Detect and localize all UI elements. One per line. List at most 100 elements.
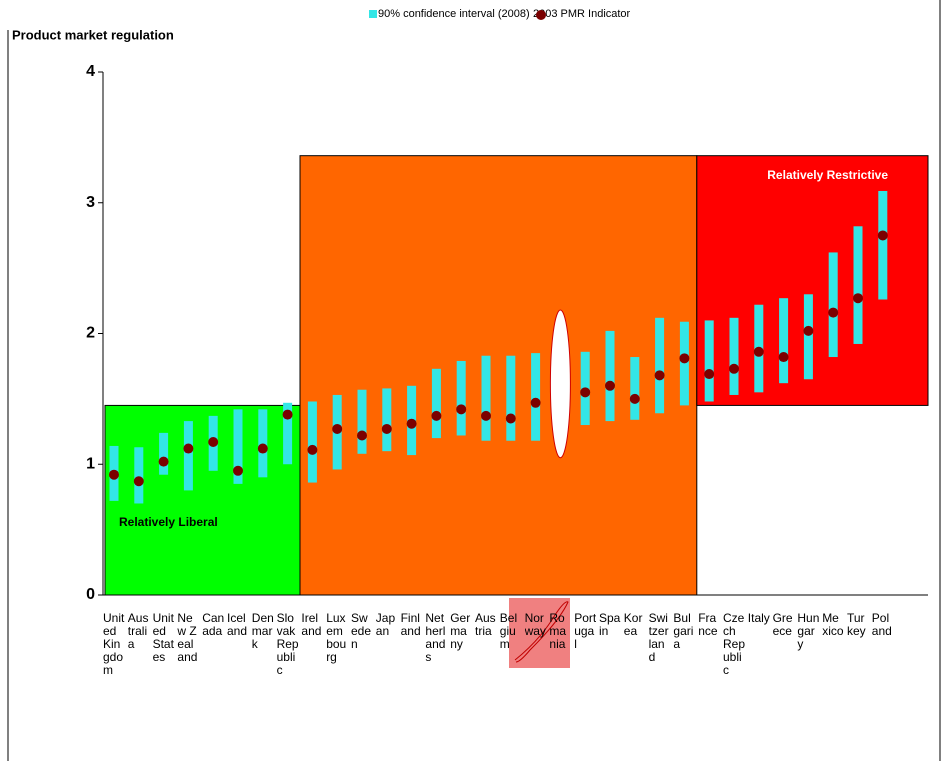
highlight-ellipse (549, 309, 571, 459)
y-tick-label: 4 (86, 63, 95, 80)
x-tick-label: Belgium (499, 612, 518, 651)
confidence-bar (605, 330, 615, 422)
x-tick-label: Luxembourg (326, 612, 347, 664)
pmr-dot (233, 465, 243, 476)
pmr-dot (456, 404, 467, 415)
x-tick-label: Germany (450, 612, 471, 651)
x-tick-label: Canada (202, 612, 225, 638)
pmr-dot (629, 393, 640, 404)
x-tick-label: Sweden (351, 612, 372, 651)
pmr-dot (877, 230, 888, 241)
x-tick-label: Bulgaria (673, 612, 694, 651)
pmr-dot (431, 410, 442, 421)
x-tick-label: Hungary (797, 612, 820, 651)
confidence-bar (456, 360, 466, 436)
x-tick-label: Poland (871, 612, 892, 638)
x-tick-label: Czech Republic (723, 612, 745, 677)
confidence-bar (258, 409, 268, 478)
pmr-dot (778, 352, 789, 363)
regions: Relatively Liberal Relatively Restrictive (104, 155, 929, 596)
x-tick-label: Denmark (251, 612, 274, 651)
x-tick-label: Turkey (847, 612, 866, 638)
confidence-bar (630, 357, 640, 420)
x-tick-label: Romania (549, 612, 567, 651)
confidence-bar (431, 368, 441, 439)
pmr-dot (158, 456, 169, 467)
pmr-dot (109, 469, 119, 480)
confidence-bar (134, 447, 144, 504)
pmr-dot (257, 443, 268, 454)
confidence-bar (679, 321, 689, 406)
x-tick-label: France (698, 612, 718, 638)
confidence-bar (283, 402, 293, 465)
pmr-dot (183, 443, 194, 454)
legend-label: 2003 PMR Indicator (533, 8, 631, 20)
pmr-dot (406, 418, 417, 429)
y-tick-label: 3 (86, 194, 95, 211)
region-label: Relatively Restrictive (767, 168, 888, 182)
confidence-bar (307, 401, 317, 483)
pmr-dot (704, 369, 715, 380)
x-tick-label: United Kingdom (103, 612, 125, 677)
pmr-dot (282, 409, 293, 420)
pmr-dot (332, 423, 343, 434)
pmr-dot (307, 444, 318, 455)
scribble (514, 601, 569, 663)
confidence-bar (357, 389, 367, 454)
pmr-dot (357, 430, 367, 441)
x-tick-label: New Zealand (177, 612, 198, 664)
confidence-bar (233, 409, 243, 484)
pmr-dot (853, 293, 863, 304)
x-tick-label: Ireland (301, 612, 322, 638)
pmr-dot (530, 397, 541, 408)
x-tick-label: Australia (127, 612, 149, 651)
confidence-bar (655, 317, 665, 414)
region-label: Relatively Liberal (119, 515, 218, 529)
x-tick-label: Mexico (822, 612, 844, 638)
legend-swatch (536, 10, 546, 20)
y-tick-label: 2 (86, 325, 95, 342)
pmr-dot (803, 325, 814, 336)
pmr-dot (729, 363, 739, 374)
x-tick-label: Norway (524, 612, 546, 638)
x-tick-label: Korea (623, 612, 643, 638)
y-axis-title: Product market regulation (12, 27, 174, 42)
x-tick-label: Slovak Republic (276, 612, 299, 677)
pmr-dot (133, 476, 144, 487)
pmr-dot (208, 437, 219, 448)
x-tick-label: Italy (747, 612, 770, 625)
x-tick-label: Finland (400, 612, 421, 638)
y-tick-label: 0 (86, 586, 95, 603)
x-tick-label: Austria (475, 612, 496, 638)
confidence-bar (481, 355, 491, 441)
pmr-dot (605, 380, 615, 391)
marks (109, 190, 888, 504)
confidence-bar (729, 317, 739, 395)
pmr-dot (679, 353, 690, 364)
pmr-dot (505, 413, 516, 424)
x-tick-label: Switzerland (648, 612, 669, 664)
x-tick-label: Greece (772, 612, 793, 638)
pmr-dot (828, 307, 839, 318)
x-tick-label: Portugal (574, 612, 597, 651)
confidence-bar (159, 432, 169, 475)
confidence-bar (878, 190, 888, 300)
confidence-bar (704, 320, 714, 402)
confidence-bar (183, 421, 193, 491)
legend-label: 90% confidence interval (2008) (378, 8, 530, 20)
pmr-dot (481, 410, 491, 421)
confidence-bar (853, 226, 863, 344)
pmr-dot (654, 370, 665, 381)
pmr-dot (753, 346, 764, 357)
x-tick-label: Iceland (227, 612, 248, 638)
confidence-bar (531, 353, 541, 441)
x-tick-label: Spain (599, 612, 621, 638)
pmr-dot (381, 423, 392, 434)
confidence-bar (803, 294, 813, 380)
x-tick-label: United States (152, 612, 174, 664)
confidence-bar (828, 252, 838, 358)
confidence-bar (506, 355, 516, 441)
confidence-bar (382, 388, 392, 452)
